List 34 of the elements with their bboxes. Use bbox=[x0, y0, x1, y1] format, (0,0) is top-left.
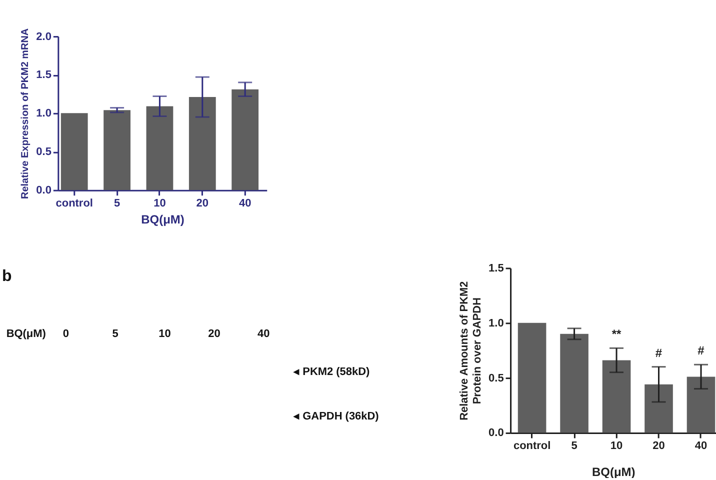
x-tick-label: 40 bbox=[694, 440, 708, 452]
y-tick-label: 0.0 bbox=[488, 427, 504, 440]
text: ◂ PKM2 (58kD) bbox=[292, 366, 370, 378]
text: 5 bbox=[112, 328, 118, 340]
text: ◂ GAPDH (36kD) bbox=[292, 410, 380, 423]
y-tick-label: 1.0 bbox=[488, 317, 504, 330]
text: 10 bbox=[158, 328, 171, 340]
text: BQ(μM) bbox=[6, 328, 46, 340]
x-axis-title: BQ(μM) bbox=[141, 212, 184, 227]
y-tick-label: 1.5 bbox=[36, 69, 52, 82]
x-tick-label: 20 bbox=[196, 198, 209, 210]
x-tick-label: 5 bbox=[571, 440, 578, 452]
x-tick-label: 10 bbox=[610, 440, 623, 452]
data-label: ** bbox=[612, 327, 622, 342]
y-axis-title: Relative Amounts of PKM2 Protein over GAPDH bbox=[458, 281, 484, 420]
y-tick-label: 1.0 bbox=[36, 108, 52, 120]
text: b bbox=[2, 268, 12, 285]
x-tick-label: 20 bbox=[652, 440, 665, 452]
y-tick-label: 2.0 bbox=[36, 30, 52, 43]
text: 40 bbox=[258, 328, 270, 340]
y-tick-label: 0.0 bbox=[36, 184, 52, 197]
x-tick-label: 5 bbox=[114, 198, 120, 210]
y-axis-title: Relative Expression of PKM2 mRNA bbox=[20, 28, 32, 199]
x-tick-label: control bbox=[513, 440, 551, 452]
x-tick-label: control bbox=[56, 198, 93, 210]
text: 0 bbox=[62, 328, 69, 340]
data-label: # bbox=[655, 346, 662, 360]
x-tick-label: 10 bbox=[154, 198, 166, 210]
y-tick-label: 0.5 bbox=[488, 372, 504, 384]
y-tick-label: 0.5 bbox=[36, 146, 52, 158]
y-tick-label: 1.5 bbox=[488, 262, 504, 274]
data-label: # bbox=[698, 344, 705, 358]
x-tick-label: 40 bbox=[238, 198, 252, 210]
text: 20 bbox=[208, 328, 220, 340]
